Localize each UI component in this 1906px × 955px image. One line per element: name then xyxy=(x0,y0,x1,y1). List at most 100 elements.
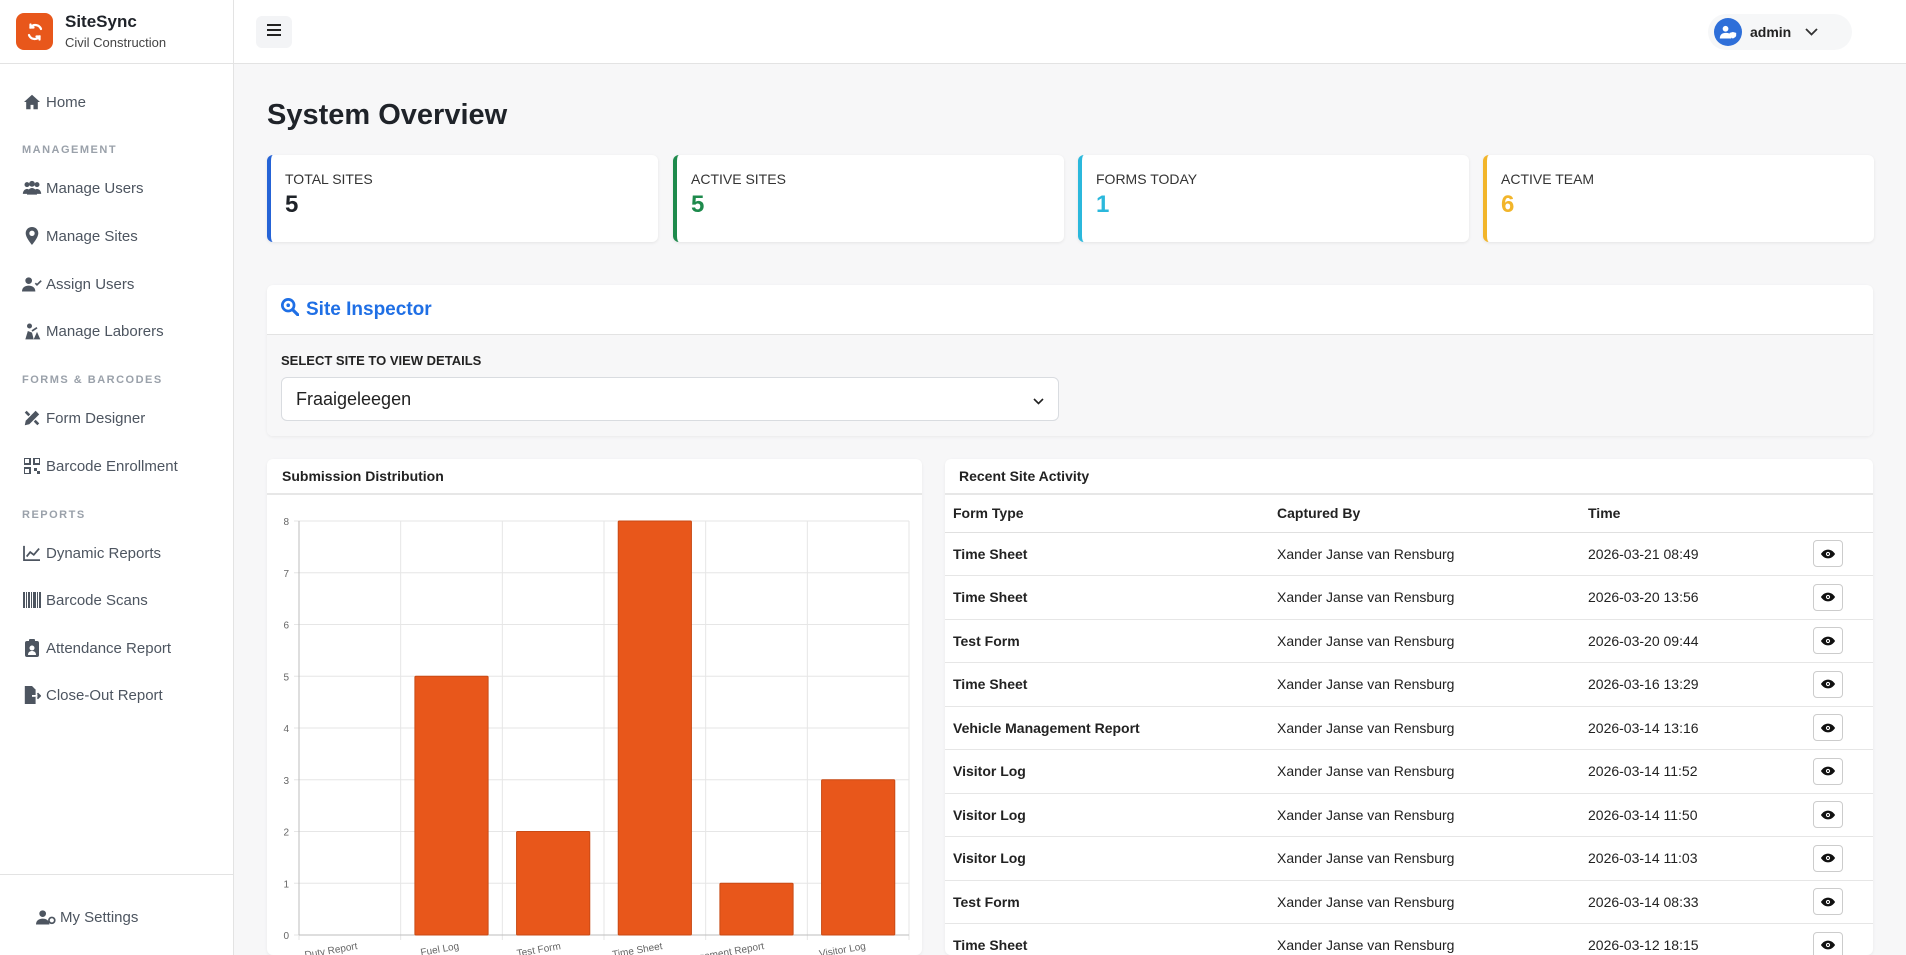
view-button[interactable] xyxy=(1813,844,1843,872)
chevron-down-icon xyxy=(1033,389,1044,410)
eye-icon xyxy=(1821,894,1835,910)
cell-captured-by: Xander Janse van Rensburg xyxy=(1269,880,1580,924)
site-select[interactable]: Fraaigeleegen xyxy=(281,377,1059,421)
column-header-captured-by: Captured By xyxy=(1269,495,1580,533)
eye-icon xyxy=(1821,850,1835,866)
sidebar-item-label: Manage Users xyxy=(46,179,144,197)
pen-ruler-icon xyxy=(22,408,42,428)
sidebar-item-barcode-scans[interactable]: Barcode Scans xyxy=(22,588,148,612)
cell-captured-by: Xander Janse van Rensburg xyxy=(1269,749,1580,794)
eye-icon xyxy=(1821,720,1835,736)
cell-form-type: Visitor Log xyxy=(945,793,1269,837)
x-tick-label: Visitor Log xyxy=(818,941,866,955)
eye-icon xyxy=(1821,546,1835,562)
sidebar-item-manage-users[interactable]: Manage Users xyxy=(22,176,144,200)
cell-captured-by: Xander Janse van Rensburg xyxy=(1269,532,1580,576)
cell-time: 2026-03-14 08:33 xyxy=(1580,880,1813,924)
y-tick-label: 8 xyxy=(283,517,289,528)
sidebar-item-manage-sites[interactable]: Manage Sites xyxy=(22,224,138,248)
view-button[interactable] xyxy=(1813,583,1843,611)
cell-time: 2026-03-12 18:15 xyxy=(1580,923,1813,955)
site-inspector-panel: Site Inspector SELECT SITE TO VIEW DETAI… xyxy=(267,285,1873,436)
sidebar-item-label: Attendance Report xyxy=(46,639,172,657)
recent-activity-card: Recent Site Activity Form Type Captured … xyxy=(945,459,1873,955)
stat-label: ACTIVE SITES xyxy=(691,171,786,187)
stat-value: 5 xyxy=(691,191,705,218)
table-row: Vehicle Management Report Xander Janse va… xyxy=(945,706,1873,750)
top-bar: admin xyxy=(234,0,1906,64)
cell-captured-by: Xander Janse van Rensburg xyxy=(1269,706,1580,750)
sidebar-item-label: Barcode Scans xyxy=(46,591,148,609)
y-tick-label: 7 xyxy=(283,569,289,580)
column-header-actions xyxy=(1813,495,1873,533)
inspector-title: Site Inspector xyxy=(306,298,432,320)
cell-form-type: Visitor Log xyxy=(945,836,1269,881)
sidebar-item-form-designer[interactable]: Form Designer xyxy=(22,406,145,430)
sidebar-item-label: Close-Out Report xyxy=(46,686,163,704)
x-tick-label: Fuel Log xyxy=(420,941,460,955)
column-header-time: Time xyxy=(1580,495,1813,533)
view-button[interactable] xyxy=(1813,540,1843,568)
table-row: Time Sheet Xander Janse van Rensburg 2026-… xyxy=(945,532,1873,576)
bar xyxy=(821,779,896,936)
cell-time: 2026-03-14 13:16 xyxy=(1580,706,1813,750)
table-row: Time Sheet Xander Janse van Rensburg 2026-… xyxy=(945,923,1873,955)
y-tick-label: 0 xyxy=(283,931,289,942)
eye-icon xyxy=(1821,633,1835,649)
stat-label: FORMS TODAY xyxy=(1096,171,1198,187)
view-button[interactable] xyxy=(1813,888,1843,916)
user-menu[interactable]: admin xyxy=(1708,14,1852,50)
view-button[interactable] xyxy=(1813,801,1843,829)
table-row: Visitor Log Xander Janse van Rensburg 2026… xyxy=(945,749,1873,794)
view-button[interactable] xyxy=(1813,714,1843,742)
stat-value: 1 xyxy=(1096,191,1110,218)
view-button[interactable] xyxy=(1813,627,1843,655)
y-tick-label: 2 xyxy=(283,828,289,839)
view-button[interactable] xyxy=(1813,757,1843,785)
sidebar-footer: My Settings xyxy=(0,874,233,955)
sidebar-item-home[interactable]: Home xyxy=(22,90,86,114)
view-button[interactable] xyxy=(1813,931,1843,955)
home-icon xyxy=(22,92,42,112)
y-tick-label: 5 xyxy=(283,672,289,683)
worker-icon xyxy=(22,321,42,341)
cell-form-type: Time Sheet xyxy=(945,575,1269,620)
card-title: Submission Distribution xyxy=(267,459,922,495)
stat-card-forms-today: FORMS TODAY 1 xyxy=(1078,155,1469,242)
file-export-icon xyxy=(22,685,42,705)
eye-icon xyxy=(1821,589,1835,605)
line-chart-icon xyxy=(22,543,42,563)
y-tick-label: 1 xyxy=(283,879,289,890)
cell-time: 2026-03-20 13:56 xyxy=(1580,575,1813,620)
cell-form-type: Vehicle Management Report xyxy=(945,706,1269,750)
page-title: System Overview xyxy=(267,99,508,131)
sidebar-item-barcode-enrollment[interactable]: Barcode Enrollment xyxy=(22,454,178,478)
cell-captured-by: Xander Janse van Rensburg xyxy=(1269,923,1580,955)
sidebar-item-manage-laborers[interactable]: Manage Laborers xyxy=(22,319,164,343)
y-tick-label: 3 xyxy=(283,776,289,787)
sidebar-item-assign-users[interactable]: Assign Users xyxy=(22,272,134,296)
x-tick-label: Test Form xyxy=(516,941,562,955)
sidebar-item-attendance-report[interactable]: Attendance Report xyxy=(22,636,171,660)
sync-icon xyxy=(16,13,53,50)
sidebar-item-label: Home xyxy=(46,93,87,111)
sidebar-item-my-settings[interactable]: My Settings xyxy=(36,905,138,929)
menu-toggle-button[interactable] xyxy=(256,16,292,48)
cell-captured-by: Xander Janse van Rensburg xyxy=(1269,836,1580,881)
view-button[interactable] xyxy=(1813,670,1843,698)
brand[interactable]: SiteSync Civil Construction xyxy=(0,0,233,64)
y-tick-label: 6 xyxy=(283,621,289,632)
sidebar-item-label: Manage Laborers xyxy=(46,322,164,340)
cell-form-type: Time Sheet xyxy=(945,532,1269,576)
activity-table-body: Time Sheet Xander Janse van Rensburg 2026-… xyxy=(945,532,1873,955)
sidebar-item-closeout-report[interactable]: Close-Out Report xyxy=(22,683,163,707)
bar xyxy=(414,675,489,936)
x-tick-label: Duty Report xyxy=(304,941,359,955)
sidebar-item-label: Manage Sites xyxy=(46,227,138,245)
stat-value: 5 xyxy=(285,191,299,218)
sidebar: SiteSync Civil Construction Home MANAGEM… xyxy=(0,0,234,955)
table-row: Test Form Xander Janse van Rensburg 2026-0… xyxy=(945,880,1873,924)
map-pin-icon xyxy=(22,226,42,246)
sidebar-item-dynamic-reports[interactable]: Dynamic Reports xyxy=(22,541,161,565)
cell-time: 2026-03-21 08:49 xyxy=(1580,532,1813,576)
